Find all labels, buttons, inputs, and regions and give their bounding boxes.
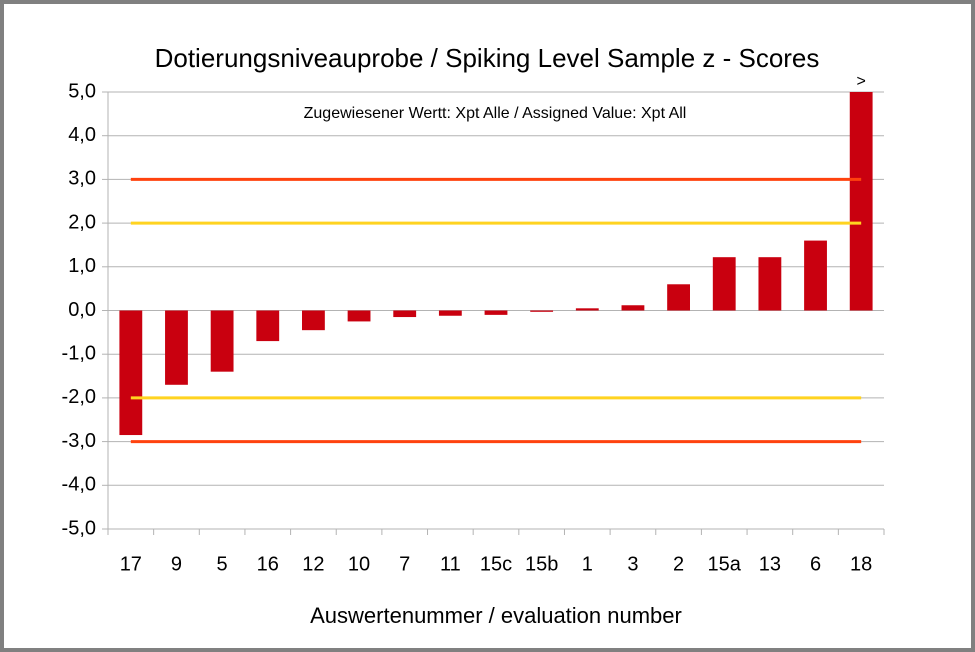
bar (804, 240, 827, 311)
annotation: Zugewiesener Wertt: Xpt Alle / Assigned … (304, 105, 687, 122)
x-tick-label: 12 (302, 553, 324, 575)
y-tick-label: -4,0 (62, 474, 96, 496)
bar (621, 305, 645, 311)
y-tick-label: 4,0 (68, 124, 96, 146)
bar (119, 310, 143, 436)
x-tick-label: 17 (120, 553, 142, 575)
bar (256, 310, 280, 342)
x-tick-label: 1 (582, 553, 593, 575)
y-tick-label: 5,0 (68, 80, 96, 102)
x-tick-label: 9 (171, 553, 182, 575)
y-tick-label: 2,0 (68, 211, 96, 233)
bar (210, 310, 234, 372)
overflow-marker: > (857, 73, 866, 90)
bar (530, 310, 554, 312)
bar (667, 284, 690, 311)
y-tick-label: 3,0 (68, 168, 96, 190)
x-tick-label: 3 (627, 553, 638, 575)
y-tick-label: -2,0 (62, 386, 96, 408)
bar (165, 310, 188, 385)
x-tick-label: 18 (850, 553, 872, 575)
chart-title: Dotierungsniveauprobe / Spiking Level Sa… (155, 43, 820, 73)
x-tick-label: 7 (399, 553, 410, 575)
x-axis-label: Auswertenummer / evaluation number (310, 603, 682, 628)
x-tick-label: 15a (708, 553, 742, 575)
x-tick-label: 5 (217, 553, 228, 575)
x-tick-label: 13 (759, 553, 781, 575)
y-tick-label: -3,0 (62, 430, 96, 452)
bar (484, 310, 508, 315)
y-tick-label: 0,0 (68, 299, 96, 321)
y-tick-label: -5,0 (62, 517, 96, 539)
x-tick-label: 16 (257, 553, 279, 575)
x-tick-label: 15b (525, 553, 558, 575)
bar (849, 92, 873, 311)
x-tick-label: 10 (348, 553, 370, 575)
bar (302, 310, 325, 331)
bar (393, 310, 417, 318)
x-tick-label: 2 (673, 553, 684, 575)
bar (347, 310, 371, 322)
bar (712, 257, 736, 311)
x-tick-label: 15c (480, 553, 512, 575)
bar (575, 308, 599, 311)
y-tick-label: -1,0 (62, 342, 96, 364)
bar (758, 257, 782, 311)
bar (438, 310, 462, 316)
x-tick-label: 6 (810, 553, 821, 575)
x-tick-label: 11 (440, 553, 461, 575)
y-tick-label: 1,0 (68, 255, 96, 277)
